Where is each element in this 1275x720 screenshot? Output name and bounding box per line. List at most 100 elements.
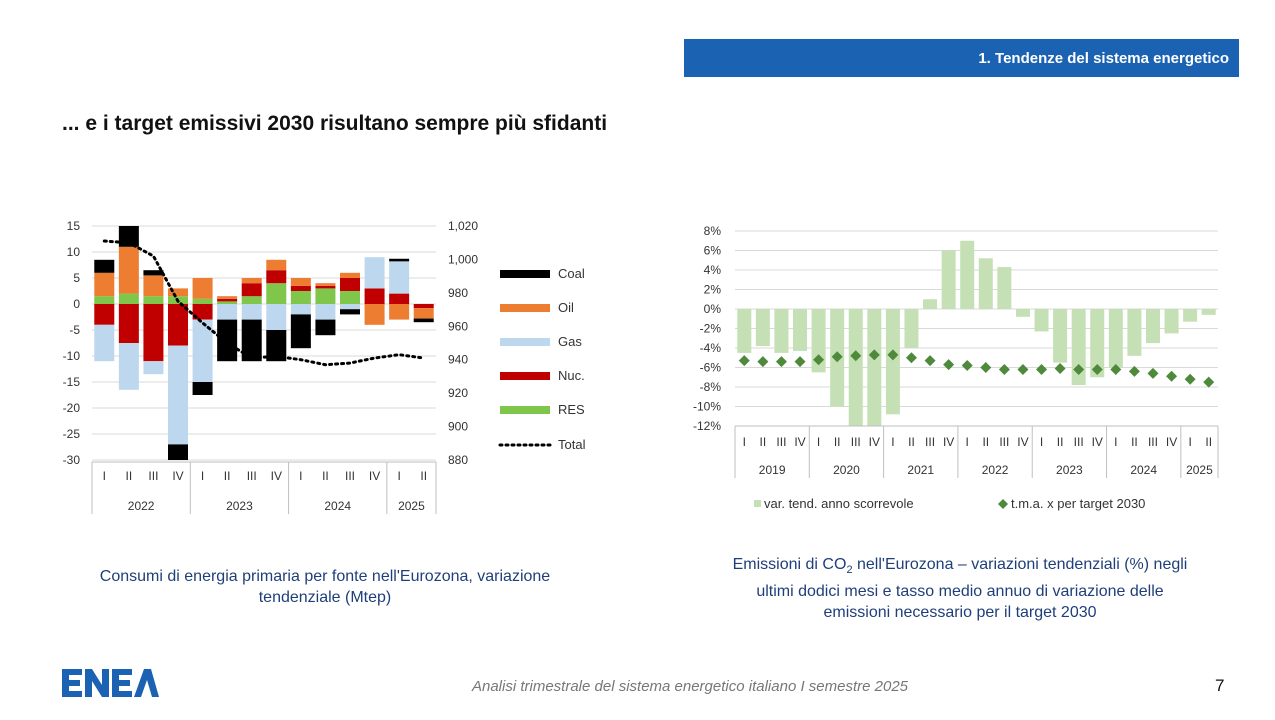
x-quarter-label: III — [851, 435, 861, 449]
y2-tick-label: 920 — [448, 386, 468, 400]
bar-co2-change — [1053, 309, 1068, 363]
y2-tick-label: 900 — [448, 420, 468, 434]
marker-tma — [794, 356, 806, 368]
x-quarter-label: II — [760, 435, 767, 449]
x-year-label: 2023 — [1056, 463, 1083, 477]
marker-tma — [1036, 363, 1048, 375]
x-quarter-label: IV — [1092, 435, 1103, 449]
y-tick-label: -12% — [693, 419, 721, 433]
x-quarter-label: III — [247, 469, 257, 483]
bar-gas — [118, 343, 139, 390]
legend-label: Nuc. — [558, 368, 585, 383]
legend-swatch-oil — [500, 304, 550, 312]
marker-tma — [1203, 376, 1215, 388]
legend-swatch-coal — [500, 270, 550, 278]
bar-oil — [340, 272, 360, 278]
bar-gas — [168, 345, 188, 445]
x-quarter-label: I — [1188, 435, 1191, 449]
legend-label: t.m.a. x per target 2030 — [1011, 496, 1145, 511]
x-quarter-label: II — [834, 435, 841, 449]
y-tick-label: -6% — [700, 361, 722, 375]
x-quarter-label: I — [1040, 435, 1043, 449]
bar-nuc — [168, 304, 188, 346]
x-quarter-label: IV — [869, 435, 880, 449]
bar-co2-change — [793, 309, 808, 351]
bar-co2-change — [1183, 309, 1198, 322]
x-year-label: 2024 — [1130, 463, 1157, 477]
x-quarter-label: II — [982, 435, 989, 449]
x-year-label: 2022 — [128, 499, 155, 513]
y2-tick-label: 980 — [448, 286, 468, 300]
bar-gas — [266, 304, 287, 330]
bar-oil — [143, 275, 164, 297]
x-quarter-label: III — [345, 469, 355, 483]
legend-label: RES — [558, 402, 585, 417]
y2-tick-label: 960 — [448, 319, 468, 333]
y-tick-label: -25 — [63, 427, 81, 441]
bar-co2-change — [867, 309, 882, 426]
bar-oil — [241, 278, 262, 284]
bar-oil — [290, 278, 311, 286]
total-line — [102, 239, 426, 367]
x-year-label: 2025 — [398, 499, 425, 513]
y2-tick-label: 1,020 — [448, 219, 478, 233]
x-quarter-label: III — [776, 435, 786, 449]
y-tick-label: 4% — [704, 263, 722, 277]
marker-tma — [924, 355, 936, 367]
x-quarter-label: I — [103, 469, 106, 483]
x-quarter-label: I — [397, 469, 400, 483]
chart1-caption-line: Consumi di energia primaria per fonte ne… — [99, 568, 551, 585]
y2-tick-label: 1,000 — [448, 252, 478, 266]
bar-co2-change — [848, 309, 863, 426]
bar-gas — [94, 324, 115, 362]
bar-co2-change — [1164, 309, 1179, 334]
x-quarter-label: II — [420, 469, 427, 483]
marker-tma — [831, 351, 843, 363]
bar-gas — [217, 304, 238, 320]
bar-res — [266, 283, 287, 304]
legend-swatch-nuc — [500, 372, 550, 380]
bar-coal — [340, 309, 360, 315]
bar-co2-change — [1034, 309, 1049, 332]
bar-nuc — [241, 283, 262, 297]
bar-coal — [94, 259, 115, 273]
bar-nuc — [266, 270, 287, 284]
bar-co2-change — [737, 309, 752, 353]
chart1-caption-line: tendenziale (Mtep) — [258, 589, 392, 606]
chart2-caption: Emissioni di CO2 nell'Eurozona – variazi… — [665, 554, 1255, 623]
energy-consumption-chart: 15 10 5 0 -5 -10 -15 -20 -25 -30 1,020 1,000 980 960 9… — [63, 219, 586, 514]
bar-res — [118, 293, 139, 304]
marker-tma — [757, 356, 769, 368]
bar-nuc — [94, 304, 115, 325]
x-year-label: 2021 — [907, 463, 934, 477]
bar-oil — [389, 304, 410, 320]
marker-tma — [738, 355, 750, 367]
bar-co2-change — [1015, 309, 1030, 317]
bar-co2-change — [1127, 309, 1142, 356]
y-tick-label: -8% — [700, 380, 722, 394]
y-tick-label: -10 — [63, 349, 81, 363]
marker-tma — [1166, 370, 1178, 382]
x-quarter-label: IV — [1017, 435, 1028, 449]
marker-tma — [943, 359, 955, 371]
marker-tma — [1017, 363, 1029, 375]
section-header-bar: 1. Tendenze del sistema energetico — [684, 39, 1239, 77]
bar-nuc — [413, 304, 434, 309]
bar-nuc — [118, 304, 139, 343]
y-tick-label: -30 — [63, 453, 81, 467]
y-tick-label: 0 — [73, 297, 80, 311]
x-quarter-label: III — [999, 435, 1009, 449]
bar-nuc — [217, 298, 238, 302]
y-tick-label: 2% — [704, 283, 722, 297]
x-quarter-label: I — [1114, 435, 1117, 449]
bar-co2-change — [1090, 309, 1105, 378]
chart2-caption-line: Emissioni di CO2 nell'Eurozona – variazi… — [732, 556, 1188, 577]
x-quarter-label: II — [908, 435, 915, 449]
x-quarter-label: IV — [172, 469, 183, 483]
bar-coal — [315, 319, 336, 336]
marker-tma — [980, 362, 992, 373]
bar-res — [94, 296, 115, 304]
bar-oil — [94, 272, 115, 297]
bar-co2-change — [1108, 309, 1123, 368]
bar-gas — [340, 304, 360, 310]
